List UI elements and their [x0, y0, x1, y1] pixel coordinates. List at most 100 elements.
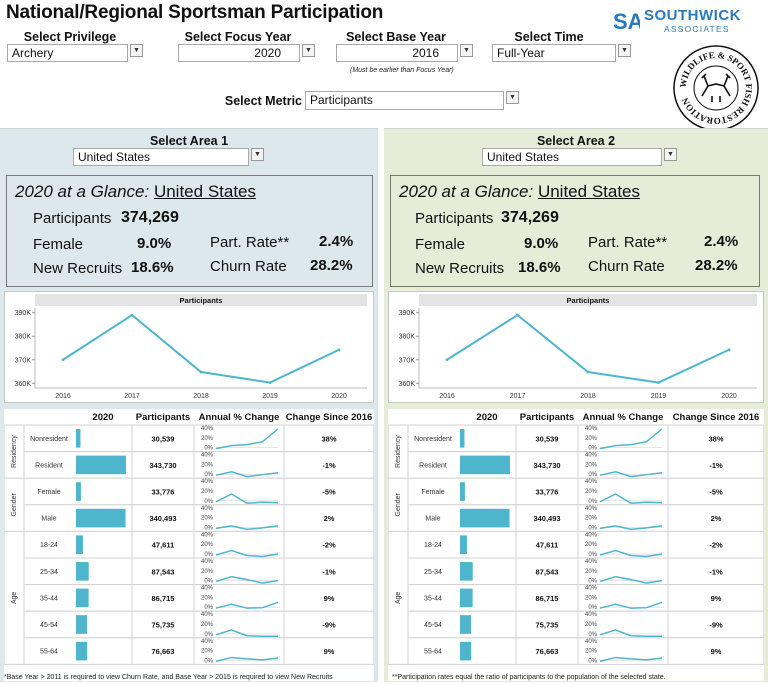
change-since-cell: -5% — [322, 488, 336, 497]
data-point — [586, 370, 590, 374]
southwick-logo-icon: SA — [612, 6, 640, 34]
time-frame-dropdown-icon[interactable]: ▼ — [618, 44, 631, 57]
spark-tick-label: 20% — [585, 436, 598, 442]
metric-dropdown-icon[interactable]: ▼ — [506, 91, 519, 104]
base-year-value: 2016 — [412, 46, 439, 60]
participants-bar — [76, 429, 81, 448]
spark-tick-label: 0% — [588, 446, 597, 452]
header-year: 2020 — [92, 412, 113, 423]
x-tick-label: 2020 — [331, 393, 347, 400]
spark-tick-label: 0% — [204, 605, 213, 611]
page-title: National/Regional Sportsman Participatio… — [6, 2, 384, 23]
churn-value: 28.2% — [695, 257, 738, 274]
row-label: 35-44 — [40, 595, 58, 602]
spark-tick-label: 0% — [588, 605, 597, 611]
change-since-cell: -5% — [709, 488, 723, 497]
participants-cell: 86,715 — [152, 594, 175, 603]
participants-bar — [76, 641, 88, 661]
area-1-glance-title: 2020 at a Glance: United States — [15, 182, 256, 202]
female-value: 9.0% — [137, 235, 172, 252]
change-since-cell: 38% — [708, 434, 723, 443]
partrate-value: 2.4% — [704, 233, 739, 250]
spark-tick-label: 20% — [201, 489, 214, 495]
spark-tick-label: 20% — [585, 489, 598, 495]
time-frame-select[interactable]: Full-Year — [492, 44, 616, 62]
participants-value: 374,269 — [121, 209, 179, 226]
base-year-dropdown-icon[interactable]: ▼ — [460, 44, 473, 57]
metric-select[interactable]: Participants — [305, 91, 504, 110]
area-1-dropdown-icon[interactable]: ▼ — [251, 148, 264, 161]
spark-tick-label: 0% — [588, 472, 597, 478]
privilege-dropdown-icon[interactable]: ▼ — [130, 44, 143, 57]
data-point — [268, 381, 272, 384]
recruits-label: New Recruits — [33, 260, 123, 277]
group-label: Residency — [395, 435, 402, 468]
participants-cell: 343,730 — [149, 461, 176, 470]
data-point — [61, 358, 65, 362]
spark-tick-label: 20% — [201, 649, 214, 655]
change-since-cell: 9% — [711, 647, 722, 656]
spark-tick-label: 0% — [588, 552, 597, 558]
participants-cell: 76,663 — [536, 647, 559, 656]
spark-tick-label: 0% — [204, 579, 213, 585]
spark-tick-label: 40% — [201, 612, 214, 618]
metric-value: Participants — [310, 93, 373, 107]
row-label: Male — [41, 516, 56, 523]
chart-title-bar — [419, 294, 757, 306]
base-year-select[interactable]: 2016 — [336, 44, 458, 62]
annual-change-sparkline — [599, 656, 663, 663]
spark-tick-label: 0% — [588, 499, 597, 505]
participants-bar — [460, 508, 510, 528]
participants-bar — [460, 641, 472, 661]
spark-tick-label: 0% — [204, 552, 213, 558]
data-point — [337, 348, 341, 352]
participants-bar — [460, 588, 473, 608]
header-change-since: Change Since 2016 — [673, 412, 760, 423]
privilege-select[interactable]: Archery — [7, 44, 128, 62]
change-since-cell: -9% — [709, 621, 723, 630]
annual-change-sparkline — [215, 525, 279, 531]
table-row — [23, 424, 374, 453]
header-change-since: Change Since 2016 — [286, 412, 373, 423]
glance-title-area: United States — [153, 182, 257, 201]
logo-initials: SA — [613, 9, 640, 34]
row-label: 55-64 — [40, 649, 58, 656]
participants-value: 374,269 — [501, 209, 559, 226]
focus-year-select[interactable]: 2020 — [178, 44, 300, 62]
participants-bar — [76, 482, 81, 501]
metric-label: Select Metric — [224, 94, 302, 108]
participants-cell: 340,493 — [149, 514, 176, 523]
spark-tick-label: 0% — [204, 472, 213, 478]
spark-tick-label: 20% — [201, 595, 214, 601]
focus-year-dropdown-icon[interactable]: ▼ — [302, 44, 315, 57]
row-label: Nonresident — [414, 436, 452, 443]
data-point — [657, 381, 660, 384]
spark-tick-label: 40% — [201, 532, 214, 538]
row-label: Male — [425, 516, 440, 523]
participants-label: Participants — [415, 210, 494, 227]
header-year: 2020 — [476, 412, 497, 423]
recruits-value: 18.6% — [518, 259, 561, 276]
annual-change-sparkline — [215, 549, 279, 558]
change-since-cell: 2% — [711, 514, 722, 523]
area-2-chart-svg: Participants 360K 370K 380K 390K 2016 2017 2018… — [399, 294, 757, 400]
area-1-select[interactable]: United States — [73, 148, 249, 166]
spark-tick-label: 0% — [204, 525, 213, 531]
participants-bar — [76, 455, 126, 475]
area-1-chart-svg: Participants 360K 370K 380K 390K 2016 2017 2018… — [15, 294, 367, 400]
annual-change-sparkline — [599, 629, 662, 637]
row-label: Resident — [419, 462, 447, 469]
row-label: 35-44 — [424, 595, 442, 602]
area-2-line-chart: Participants 360K 370K 380K 390K 2016 2017 2018… — [388, 291, 764, 403]
time-frame-value: Full-Year — [497, 46, 545, 60]
area-2-dropdown-icon[interactable]: ▼ — [664, 148, 677, 161]
x-tick-label: 2017 — [124, 393, 140, 400]
change-since-cell: -9% — [322, 621, 336, 630]
spark-tick-label: 0% — [204, 499, 213, 505]
brand-name: SOUTHWICK — [644, 7, 741, 24]
change-since-cell: -1% — [709, 461, 723, 470]
annual-change-sparkline — [599, 575, 663, 584]
y-tick-label: 380K — [15, 334, 32, 341]
participants-bar — [76, 535, 83, 554]
area-2-select[interactable]: United States — [482, 148, 662, 166]
